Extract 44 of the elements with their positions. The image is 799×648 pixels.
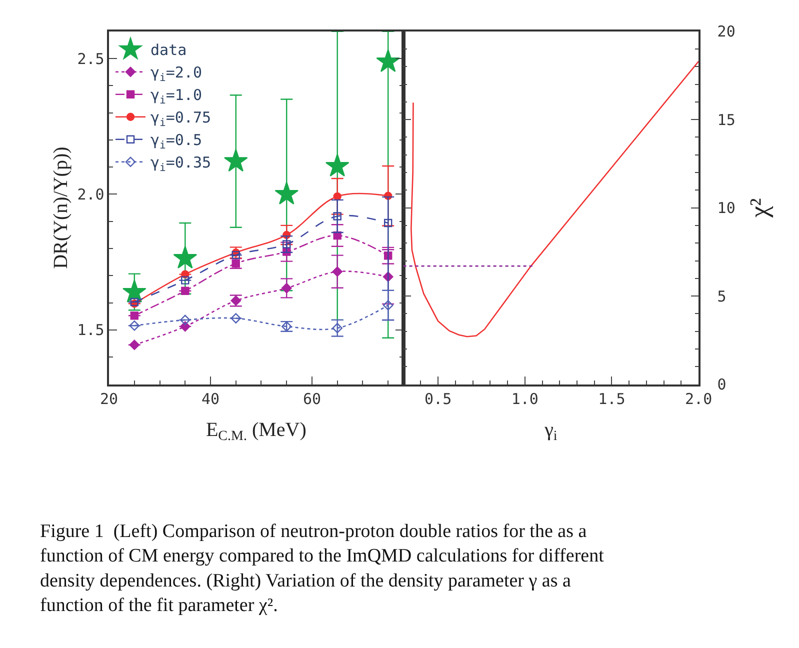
y-tick-label: 2.0 <box>77 185 104 204</box>
point <box>180 314 190 326</box>
point <box>230 313 242 324</box>
x-tick-label: 60 <box>302 390 322 408</box>
x-axis-title: E$_{C.M.}$ (MeV) <box>206 419 306 444</box>
point <box>224 148 248 172</box>
point <box>129 320 140 331</box>
y-axis-title: DR(Y(n)/Y(p)) <box>50 146 72 269</box>
line-series <box>410 60 699 338</box>
point <box>376 49 400 72</box>
y2-tick-label: 5 <box>717 287 726 306</box>
x-tick-label: 1.5 <box>598 390 626 408</box>
point <box>274 182 299 204</box>
y2-axis-title: χ² <box>744 198 774 218</box>
y-tick-label: 1.5 <box>77 321 104 340</box>
x-axis-title: γ$_{i}$ <box>544 419 558 444</box>
caption: Figure 1 (Left) Comparison of neutron-proton double ratios for the as a function of CM energy compared to the ImQMD calculations for different density dependences. (Right) Variation of the density parameter γ as a function of the fit parameter χ². <box>40 521 605 616</box>
x-tick-label: 0.5 <box>424 390 452 408</box>
legend-label: γ$_{i}$=0.75 <box>150 108 212 129</box>
y2-tick-label: 20 <box>717 22 736 41</box>
x-tick-label: 40 <box>201 390 220 408</box>
point <box>232 250 240 260</box>
point <box>333 212 342 220</box>
legend-label: γ$_{i}$=0.5 <box>150 131 202 152</box>
legend-label: γ$_{i}$=2.0 <box>150 64 202 84</box>
point <box>181 276 190 284</box>
y-tick-label: 2.5 <box>77 50 104 68</box>
y2-tick-label: 0 <box>717 376 726 394</box>
legend-label: data <box>150 41 187 60</box>
point <box>122 280 146 302</box>
point <box>180 321 190 332</box>
point <box>325 154 350 177</box>
legend-label: γ$_{i}$=1.0 <box>150 86 202 106</box>
legend-label: γ$_{i}$=0.35 <box>150 154 212 174</box>
x-tick-label: 1.0 <box>511 390 538 408</box>
x-tick-label: 20 <box>100 390 118 408</box>
point <box>382 300 394 310</box>
point <box>173 246 198 269</box>
y2-tick-label: 15 <box>717 110 736 129</box>
y2-tick-label: 10 <box>717 199 736 218</box>
point <box>384 218 392 228</box>
point <box>129 340 140 350</box>
x-tick-label: 2.0 <box>685 390 712 408</box>
point <box>332 266 343 277</box>
